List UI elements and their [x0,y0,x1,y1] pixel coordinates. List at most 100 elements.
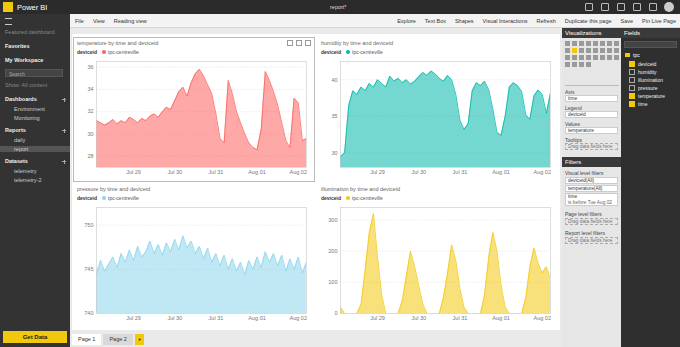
svg-text:Jul 31: Jul 31 [209,315,224,321]
svg-text:Aug 01: Aug 01 [248,169,265,175]
html-text:Dashboards: Dashboards [5,96,37,102]
html-text:tpc-centreville: tpc-centreville [108,195,139,201]
svg-text:Jul 31: Jul 31 [209,169,224,175]
svg-text:100: 100 [328,279,337,285]
html-text:Shapes: Shapes [455,18,474,24]
html-text:telemetry: telemetry [14,168,37,174]
html-text:tpc-centreville: tpc-centreville [352,49,383,55]
svg-text:Aug 02: Aug 02 [290,169,307,175]
svg-text:36: 36 [87,64,93,70]
html-text:Power BI: Power BI [17,3,48,12]
html-text:humidity: humidity [638,69,657,75]
html-text:deviceid: deviceid [321,49,341,55]
svg-text:Jul 31: Jul 31 [453,315,468,321]
svg-text:200: 200 [328,248,337,254]
html-text:humidity by time and deviceid: humidity by time and deviceid [321,40,394,46]
html-text:deviceid: deviceid [321,195,341,201]
html-text:Visualizations: Visualizations [565,30,602,36]
html-text:Monitoring: Monitoring [14,115,40,121]
html-text:Axis: Axis [565,89,575,95]
html-text:deviceid: deviceid [77,49,97,55]
html-text:Visual Interactions: Visual Interactions [482,18,528,24]
svg-text:28: 28 [87,153,93,159]
svg-text:Aug 02: Aug 02 [290,315,307,321]
html-text:deviceid: deviceid [568,112,586,117]
html-text:Tooltips: Tooltips [565,137,582,143]
svg-text:Aug 02: Aug 02 [534,315,551,321]
html-text:report*: report* [330,4,347,10]
svg-text:Aug 02: Aug 02 [534,169,551,175]
svg-text:745: 745 [84,266,93,272]
svg-text:Jul 30: Jul 30 [167,169,182,175]
html-text:Reports: Reports [5,127,26,133]
html-text:Page 2: Page 2 [109,336,127,342]
svg-text:Aug 01: Aug 01 [492,315,509,321]
html-text:Favorites: Favorites [5,43,30,49]
html-text:Refresh: Refresh [536,18,556,24]
html-text:time: time [638,101,648,107]
html-text:temperature: temperature [638,93,665,99]
html-text:pressure: pressure [638,85,658,91]
html-text:Drag data fields here: Drag data fields here [568,144,613,149]
html-text:time: time [568,96,578,101]
html-text:tpc-centreville: tpc-centreville [352,195,383,201]
html-text:illumination: illumination [638,77,663,83]
html-text:Page 1: Page 1 [78,336,96,342]
html-text:report: report [14,146,29,152]
html-text:Fields: Fields [624,30,640,36]
html-text:Environment: Environment [14,106,45,112]
html-text:temperature(All): temperature(All) [568,186,603,191]
html-text:tpc: tpc [633,52,640,58]
html-text:deviceid: deviceid [638,61,657,67]
svg-text:Aug 01: Aug 01 [248,315,265,321]
html-text:Show: All content: Show: All content [5,82,48,88]
svg-text:750: 750 [84,222,93,228]
html-text:Text Box: Text Box [424,18,446,24]
svg-text:Jul 29: Jul 29 [370,169,385,175]
html-text:pressure by time and deviceid: pressure by time and deviceid [77,186,151,192]
html-text:Save: Save [620,18,633,24]
html-text:Datasets: Datasets [5,158,28,164]
html-text:Filters: Filters [565,159,582,165]
html-text:Report level filters: Report level filters [565,230,605,236]
svg-text:30: 30 [331,150,337,156]
svg-text:32: 32 [87,108,93,114]
html-text:temperature by time and device: temperature by time and deviceid [77,40,159,46]
html-text:View: View [92,18,105,24]
html-text:Explore: Explore [397,18,416,24]
svg-text:0: 0 [334,310,337,316]
svg-text:Jul 31: Jul 31 [453,169,468,175]
html-text:File: File [75,18,84,24]
svg-text:Jul 29: Jul 29 [370,315,385,321]
html-text:Search: Search [9,71,25,77]
html-text:Page level filters: Page level filters [565,211,602,217]
svg-text:Jul 30: Jul 30 [411,169,426,175]
html-text:illumination by time and devic: illumination by time and deviceid [321,186,401,192]
svg-text:30: 30 [87,131,93,137]
html-text:deviceid(All): deviceid(All) [568,178,595,183]
svg-text:35: 35 [331,113,337,119]
html-text:tpc-centreville: tpc-centreville [108,49,139,55]
svg-text:Jul 30: Jul 30 [411,315,426,321]
html-text:deviceid: deviceid [77,195,97,201]
svg-text:Aug 01: Aug 01 [492,169,509,175]
html-text:My Workspace: My Workspace [5,57,44,63]
html-text:Pin Live Page: Pin Live Page [642,18,676,24]
html-text:temperature: temperature [568,128,594,133]
svg-text:40: 40 [331,77,337,83]
svg-text:Jul 29: Jul 29 [126,315,141,321]
html-text:Reading view: Reading view [113,18,147,24]
html-text:daily: daily [14,137,26,143]
svg-text:Jul 29: Jul 29 [126,169,141,175]
html-text:Featured dashboard: Featured dashboard [5,29,55,35]
html-text:Visual level filters: Visual level filters [565,170,604,176]
svg-text:34: 34 [87,86,93,92]
html-text:Values: Values [565,121,580,127]
svg-text:740: 740 [84,310,93,316]
svg-text:Jul 30: Jul 30 [167,315,182,321]
html-text:Duplicate this page: Duplicate this page [564,18,612,24]
html-text:telemetry-2: telemetry-2 [14,177,42,183]
html-text:Get Data: Get Data [22,334,48,340]
svg-text:300: 300 [328,217,337,223]
html-text:Legend: Legend [565,105,582,111]
